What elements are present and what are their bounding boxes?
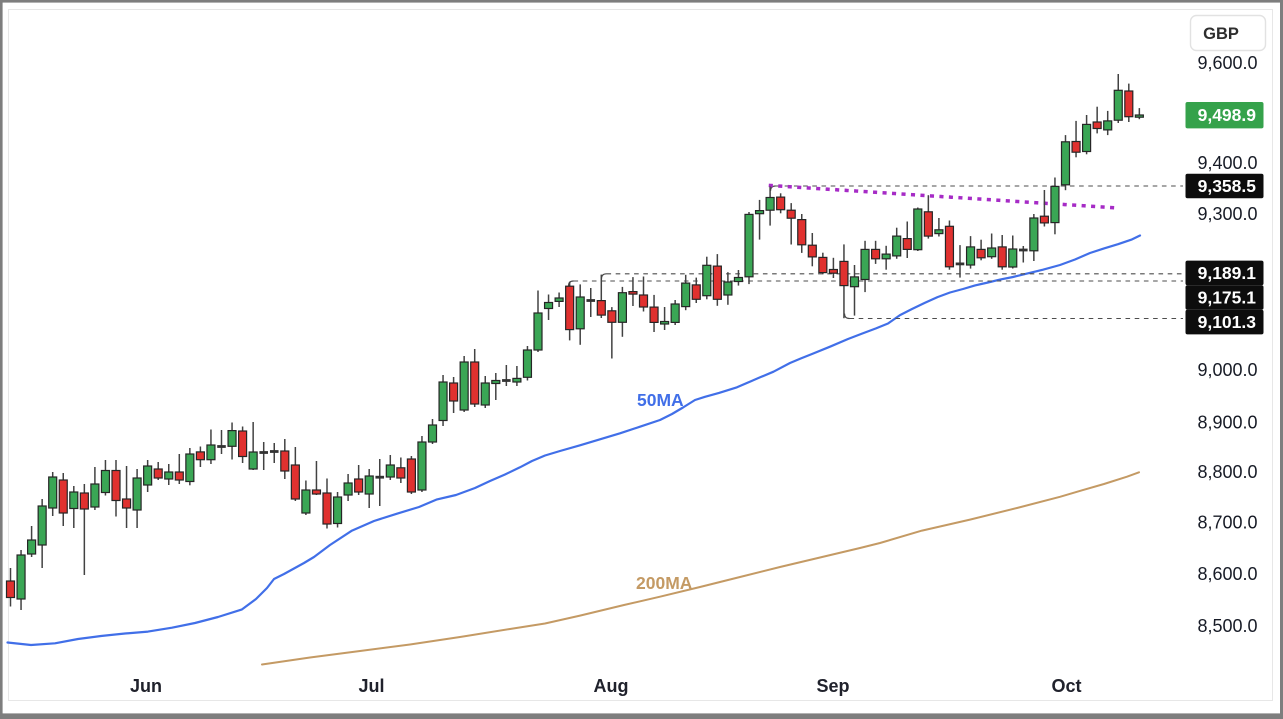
svg-text:9,358.5: 9,358.5 — [1198, 176, 1257, 196]
svg-text:Oct: Oct — [1051, 676, 1081, 696]
svg-text:8,600.0: 8,600.0 — [1197, 564, 1257, 584]
svg-text:8,800.0: 8,800.0 — [1197, 462, 1257, 482]
svg-text:Jul: Jul — [358, 676, 384, 696]
svg-text:9,000.0: 9,000.0 — [1197, 360, 1257, 380]
svg-text:9,300.0: 9,300.0 — [1197, 204, 1257, 224]
svg-text:9,400.0: 9,400.0 — [1197, 153, 1257, 173]
svg-text:9,600.0: 9,600.0 — [1197, 53, 1257, 73]
svg-text:8,700.0: 8,700.0 — [1197, 513, 1257, 533]
svg-text:9,498.9: 9,498.9 — [1198, 105, 1257, 125]
svg-text:9,175.1: 9,175.1 — [1198, 288, 1257, 308]
svg-text:8,500.0: 8,500.0 — [1197, 616, 1257, 636]
svg-text:200MA: 200MA — [636, 573, 693, 593]
svg-text:9,101.3: 9,101.3 — [1198, 312, 1257, 332]
svg-text:8,900.0: 8,900.0 — [1197, 412, 1257, 432]
svg-text:9,189.1: 9,189.1 — [1198, 263, 1257, 283]
svg-text:Sep: Sep — [816, 676, 849, 696]
svg-text:Jun: Jun — [130, 676, 162, 696]
svg-text:Aug: Aug — [594, 676, 629, 696]
svg-text:50MA: 50MA — [637, 390, 684, 410]
svg-text:GBP: GBP — [1203, 25, 1239, 43]
